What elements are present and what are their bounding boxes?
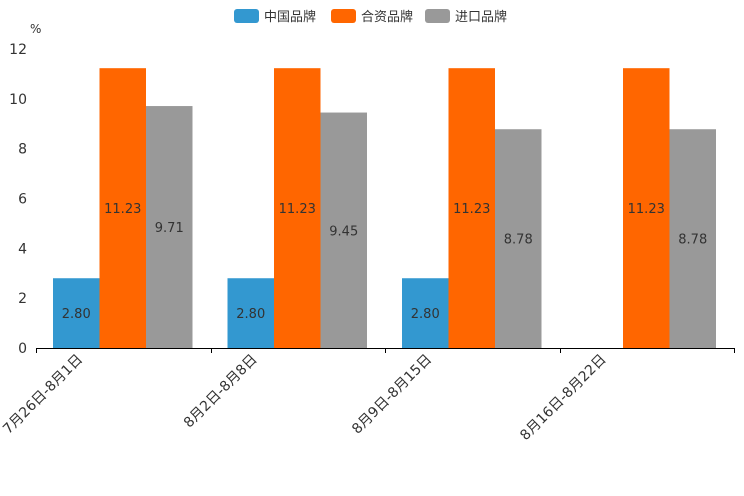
legend: 中国品牌 合资品牌 进口品牌 [234,9,507,25]
bar-0-2 [146,106,193,348]
y-tick-label: 12 [9,42,27,58]
bar-1-0 [227,278,274,348]
bar-value-label: 8.78 [678,233,707,248]
bar-3-1 [623,68,670,348]
y-tick-label: 0 [18,341,27,357]
bar-value-label: 11.23 [279,202,316,217]
legend-label-0: 中国品牌 [264,9,316,25]
bar-2-2 [495,129,542,348]
legend-swatch-1 [331,9,356,23]
legend-label-2: 进口品牌 [455,9,507,25]
y-axis: 0 2 4 6 8 10 12 [9,42,27,357]
bar-2-0 [402,278,449,348]
x-category-label: 7月26日-8月1日 [0,352,86,438]
bar-1-1 [274,68,321,348]
bar-value-label: 11.23 [453,202,490,217]
y-axis-unit-label: % [30,22,41,36]
y-tick-label: 8 [18,142,27,158]
bar-0-1 [99,68,146,348]
bar-3-2 [669,129,716,348]
y-tick-label: 10 [9,92,27,108]
x-category-label: 8月16日-8月22日 [517,352,609,444]
bar-1-2 [320,112,367,348]
bar-value-label: 8.78 [504,233,533,248]
bar-value-label: 2.80 [236,307,265,322]
legend-label-1: 合资品牌 [361,9,413,25]
bar-0-0 [53,278,100,348]
bar-2-1 [448,68,495,348]
bars: 2.80 11.23 9.71 2.80 11.23 9.45 2.80 11.23 8.78 1… [53,68,716,348]
legend-swatch-2 [425,9,450,23]
x-category-label: 8月9日-8月15日 [349,352,435,438]
legend-swatch-0 [234,9,259,23]
bar-value-label: 2.80 [62,307,91,322]
y-tick-label: 2 [18,291,27,307]
x-category-label: 8月2日-8月8日 [181,352,261,432]
bar-value-label: 11.23 [628,202,665,217]
bar-value-label: 9.45 [329,224,358,239]
y-tick-label: 4 [18,241,27,257]
bar-value-label: 11.23 [104,202,141,217]
x-axis: 7月26日-8月1日 8月2日-8月8日 8月9日-8月15日 8月16日-8月22日 [0,348,735,444]
bar-value-label: 9.71 [155,221,184,236]
y-tick-label: 6 [18,192,27,208]
bar-value-label: 2.80 [411,307,440,322]
